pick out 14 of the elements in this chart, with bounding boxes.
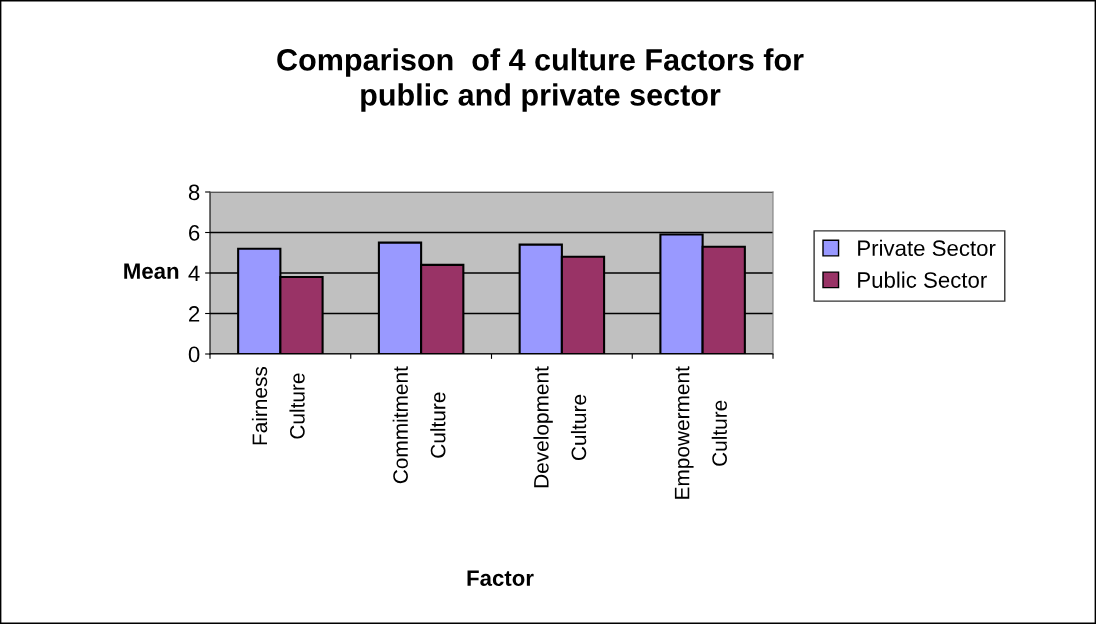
y-tick-label: 4 [188,265,200,282]
y-axis-title: Mean [124,263,179,279]
x-tick-label: Commitment Culture [392,366,446,484]
y-tick-label: 0 [188,346,200,363]
x-tick-label: Development Culture [533,366,587,488]
legend-label: Public Sector [858,271,987,288]
y-tick-label: 2 [189,306,200,322]
chart-title: Comparison of 4 culture Factors for public and private sector [277,48,804,112]
x-tick-label: Fairness Culture [251,366,305,445]
x-tick-label: Empowerment Culture [674,366,727,499]
y-tick-label: 8 [188,184,200,201]
x-axis-title: Factor [467,570,534,586]
y-tick-label: 6 [189,225,200,241]
legend-label: Private Sector [858,239,996,257]
